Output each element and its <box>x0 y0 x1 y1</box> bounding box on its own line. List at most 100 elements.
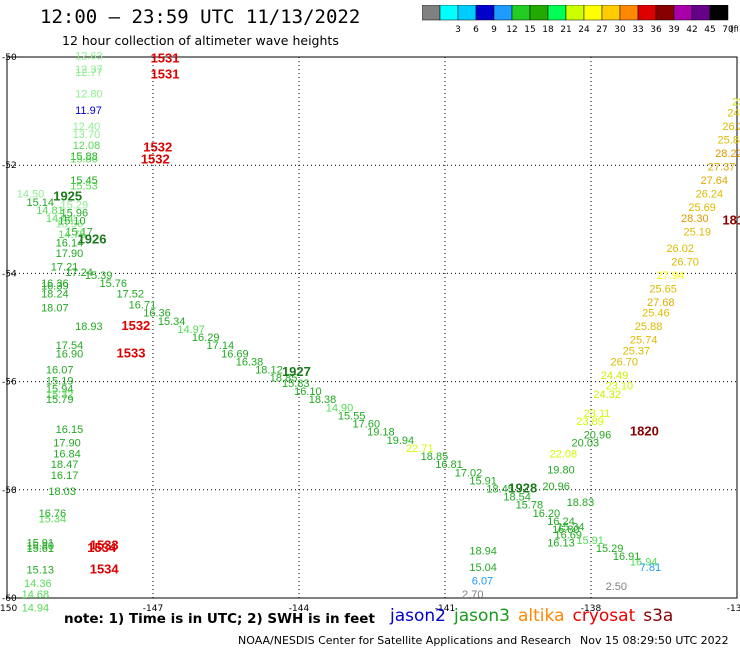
wave-height-value: 13.70 <box>73 129 101 141</box>
color-scale-label: 15 <box>524 25 535 35</box>
wave-height-value: 27.64 <box>701 175 729 187</box>
wave-height-value: 15.94 <box>46 383 74 395</box>
wave-height-value: 15.34 <box>39 513 67 525</box>
wave-height-value: 28.22 <box>715 148 740 160</box>
color-scale-unit: (ft) <box>730 25 738 35</box>
wave-height-value: 17.60 <box>353 419 381 431</box>
wave-height-value: 28.30 <box>681 213 709 225</box>
wave-height-value: 14.68 <box>22 589 50 601</box>
color-swatch <box>709 5 729 21</box>
color-scale-label: 12 <box>506 25 517 35</box>
latitude-tick-label: -54 <box>2 269 17 279</box>
wave-height-value: 15.34 <box>158 316 186 328</box>
wave-height-value: 16.24 <box>547 516 575 528</box>
color-scale-label: 42 <box>686 25 697 35</box>
wave-height-value: 22.08 <box>550 448 578 460</box>
wave-height-value: 16.36 <box>41 278 69 290</box>
wave-height-value: 16.15 <box>56 424 84 436</box>
wave-height-value: 15.86 <box>70 153 98 165</box>
wave-height-value: 15.78 <box>516 500 544 512</box>
wave-height-value: 14.36 <box>24 578 52 590</box>
wave-height-value: 16.69 <box>221 348 249 360</box>
wave-height-value: 18.94 <box>469 546 497 558</box>
wave-height-value: 23.11 <box>584 408 611 420</box>
wave-height-value: 16.76 <box>39 508 67 520</box>
wave-height-value: 25.37 <box>623 346 651 358</box>
wave-height-value: 16.80 <box>552 524 580 536</box>
wave-height-value: 16.39 <box>41 281 69 293</box>
wave-height-value: 16.10 <box>294 386 322 398</box>
legend-entry-cryosat: cryosat <box>572 606 636 626</box>
wave-height-value: 2.50 <box>606 581 627 593</box>
wave-height-value: 20.96 <box>542 481 570 493</box>
longitude-tick-label: -147 <box>143 604 163 614</box>
wave-height-value: 18.54 <box>503 492 531 504</box>
wave-height-value: 26.24 <box>696 189 724 201</box>
color-scale-label: 21 <box>560 25 571 35</box>
wave-height-value: 17.90 <box>53 438 81 450</box>
wave-height-value: 15.53 <box>70 181 98 193</box>
wave-height-value: 16.91 <box>613 551 641 563</box>
legend-entry-jason3: jason3 <box>454 606 510 626</box>
satellite-legend: jason2 jason3 altika cryosat s3a <box>390 606 681 626</box>
wave-height-value: 11.97 <box>75 105 102 117</box>
wave-height-value: 25.84 <box>718 135 740 147</box>
legend-entry-s3a: s3a <box>643 606 674 626</box>
wave-height-value: 17.21 <box>51 262 79 274</box>
pass-time-label: 1925 <box>53 188 82 203</box>
wave-height-value: 22.71 <box>406 443 434 455</box>
wave-height-value: 14.50 <box>17 189 45 201</box>
map-frame <box>6 56 738 599</box>
color-scale-label: 27 <box>596 25 607 35</box>
chart-title: 12:00 – 23:59 UTC 11/13/2022 <box>40 6 361 28</box>
wave-height-value: 12.37 <box>75 64 103 76</box>
wave-height-value: 27.37 <box>708 162 736 174</box>
wave-height-value: 27.94 <box>657 270 685 282</box>
wave-height-value: 15.14 <box>26 197 54 209</box>
wave-height-value: 14.81 <box>36 205 64 217</box>
pass-time-label: 1927 <box>282 364 311 379</box>
legend-entry-jason2: jason2 <box>390 606 446 626</box>
wave-height-value: 18.24 <box>41 289 69 301</box>
longitude-tick-label: -135 <box>727 604 740 614</box>
wave-height-value: 12.08 <box>73 140 101 152</box>
wave-height-value: 18.47 <box>51 459 79 471</box>
wave-height-value: 20.03 <box>572 438 600 450</box>
wave-height-value: 15.19 <box>46 375 74 387</box>
wave-height-value: 15.17 <box>65 227 93 239</box>
wave-height-value: 25.74 <box>630 335 658 347</box>
color-scale-label: 39 <box>668 25 680 35</box>
wave-height-value: 12.63 <box>75 51 103 63</box>
generation-timestamp: Nov 15 08:29:50 UTC 2022 <box>580 634 729 647</box>
wave-height-value: 15.61 <box>26 543 54 555</box>
wave-height-value: 23.10 <box>606 381 634 393</box>
wave-height-value: 16.07 <box>46 364 74 376</box>
wave-height-value: 16.38 <box>236 356 264 368</box>
pass-time-label: 1532 <box>121 318 150 333</box>
wave-height-value: 17.54 <box>56 340 84 352</box>
color-scale-label: 6 <box>473 25 479 35</box>
credit-line: NOAA/NESDIS Center for Satellite Applica… <box>238 634 572 647</box>
wave-height-value: 24.32 <box>593 389 621 401</box>
wave-height-value: 18.03 <box>48 486 76 498</box>
wave-height-value: 17.52 <box>117 289 145 301</box>
wave-height-value: 25.46 <box>642 308 670 320</box>
wave-height-value: 15.10 <box>58 216 86 228</box>
wave-height-value: 18.12 <box>255 364 283 376</box>
longitude-tick-label: -138 <box>581 604 602 614</box>
wave-height-value: 16.17 <box>51 470 79 482</box>
pass-time-label: 1533 <box>117 345 146 360</box>
wave-height-value: 15.34 <box>557 521 585 533</box>
pass-time-label: 1928 <box>508 481 537 496</box>
pass-time-label: 1820 <box>630 424 659 439</box>
wave-height-value: 26.70 <box>671 256 699 268</box>
wave-height-value: 18.85 <box>421 451 449 463</box>
longitude-tick-label: -141 <box>435 604 455 614</box>
latitude-tick-label: -60 <box>2 594 17 604</box>
wave-height-value: 16.13 <box>547 538 575 550</box>
wave-height-value: 15.39 <box>85 270 113 282</box>
wave-height-value: 26.02 <box>666 243 694 255</box>
wave-height-value: 15.13 <box>26 565 54 577</box>
wave-height-value: 16.84 <box>53 448 81 460</box>
